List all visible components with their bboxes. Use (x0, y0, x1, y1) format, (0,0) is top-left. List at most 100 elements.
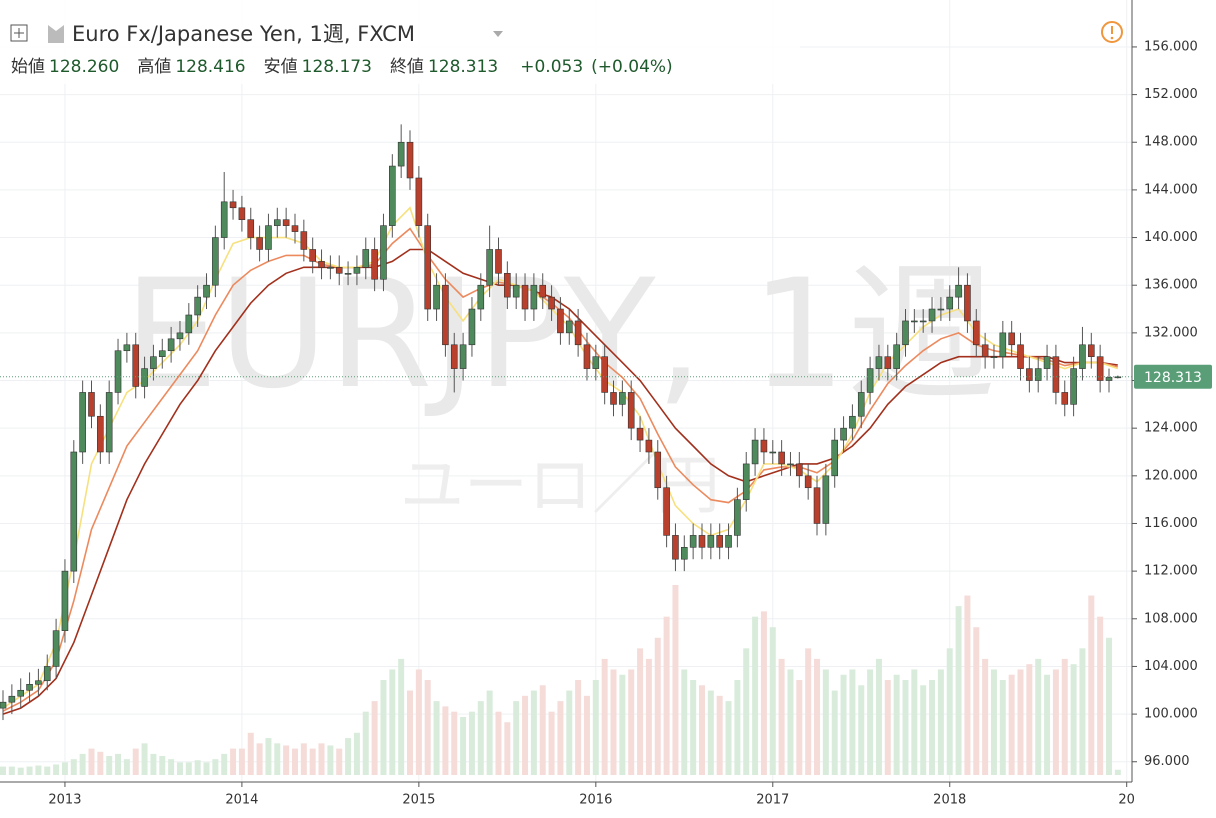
y-tick-label: 148.000 (1144, 135, 1198, 150)
volume-bar (831, 690, 838, 775)
volume-bar (999, 680, 1006, 775)
volume-bar (858, 685, 865, 775)
volume-bar (911, 669, 918, 775)
volume-bar (539, 685, 546, 775)
volume-bar (256, 743, 263, 775)
candle-body (1026, 368, 1033, 381)
candle-body (1043, 356, 1051, 369)
volume-bar (557, 701, 564, 775)
candle-body (911, 320, 918, 323)
candle-body (238, 207, 246, 220)
volume-bar (982, 658, 989, 775)
volume-bar (575, 680, 582, 775)
volume-bar (1097, 616, 1104, 775)
candle-body (1061, 392, 1069, 405)
y-tick-label: 136.000 (1144, 278, 1198, 293)
volume-bar (716, 695, 723, 775)
warning-circle[interactable] (1101, 21, 1123, 43)
candle-body (1087, 344, 1095, 357)
volume-bar (221, 753, 228, 775)
candle-body (796, 463, 803, 477)
axes: 96.000 100.000 104.000 108.000 112.000 116.00… (0, 39, 1212, 808)
candle-body (530, 284, 538, 310)
volume-bar (610, 669, 617, 775)
y-tick-label: 112.000 (1144, 564, 1198, 579)
volume-bar (407, 690, 414, 775)
ohlc-label: 安値 (264, 57, 298, 77)
volume-bar (663, 616, 670, 775)
candle-body (875, 356, 883, 369)
y-tick-label: 120.000 (1144, 468, 1198, 483)
candle-body (725, 535, 732, 548)
candle-body (291, 225, 299, 232)
candle-body (61, 570, 69, 631)
volume-bar (637, 648, 644, 775)
candle-body (265, 225, 272, 250)
dropdown-arrow[interactable] (493, 31, 503, 37)
volume-bar (1088, 595, 1095, 775)
volume-bar (88, 748, 95, 775)
volume-bar (769, 627, 776, 775)
volume-bar (725, 701, 732, 775)
volume-bar (1035, 658, 1042, 775)
candle-body (663, 487, 670, 536)
volume-bar (265, 738, 272, 775)
candle-body (521, 284, 529, 310)
volume-bar (875, 658, 882, 775)
candle-body (636, 427, 644, 441)
ohlc-value: 128.260 (49, 57, 119, 77)
ohlc-value: 128.173 (302, 57, 372, 77)
candle-body (698, 535, 706, 548)
volume-bar (734, 680, 741, 775)
candle-body (495, 249, 502, 274)
volume-bar (548, 711, 555, 775)
candle-body (734, 499, 741, 536)
volume-bar (97, 751, 104, 775)
candle-body (389, 165, 396, 226)
candle-body (256, 237, 263, 250)
candle-body (114, 350, 122, 393)
volume-layer (0, 585, 1121, 775)
volume-bar (291, 748, 298, 775)
symbol-title[interactable]: Euro Fx/Japanese Yen, 1週, FXCM (72, 22, 415, 46)
volume-bar (468, 711, 475, 775)
candle-body (946, 296, 954, 310)
candle-layer (0, 124, 1122, 721)
volume-bar (796, 680, 803, 775)
candle-body (318, 261, 325, 268)
candle-body (548, 296, 555, 310)
x-tick-label: 2015 (402, 793, 435, 808)
candle-body (176, 332, 184, 340)
symbol-button[interactable] (10, 24, 28, 42)
volume-bar (353, 732, 360, 775)
candle-body (512, 284, 520, 298)
volume-bar (230, 748, 237, 775)
candle-body (840, 427, 847, 441)
volume-bar (752, 616, 759, 775)
candle-body (778, 451, 785, 465)
change-value: +0.053 (520, 57, 583, 77)
candle-body (574, 320, 582, 346)
candle-body (689, 535, 697, 548)
volume-bar (1070, 664, 1077, 775)
x-tick-label: 2017 (756, 793, 789, 808)
candle-body (282, 219, 290, 226)
volume-bar (460, 716, 467, 775)
volume-bar (601, 658, 608, 775)
candle-body (937, 308, 945, 311)
volume-bar (1052, 669, 1059, 775)
ohlc-label: 始値 (11, 57, 45, 77)
candle-body (459, 344, 467, 369)
warning-icon[interactable] (1101, 21, 1123, 43)
candle-body (1114, 376, 1122, 379)
last-price-label: 128.313 (1144, 370, 1202, 386)
candle-body (468, 308, 476, 346)
candle-body (141, 368, 148, 387)
volume-bar (26, 766, 33, 775)
volume-bar (159, 756, 166, 775)
ohlc-label: 終値 (390, 57, 424, 77)
volume-bar (672, 585, 679, 775)
volume-bar (1026, 664, 1033, 775)
expand-icon[interactable] (10, 24, 28, 42)
volume-bar (53, 764, 60, 775)
